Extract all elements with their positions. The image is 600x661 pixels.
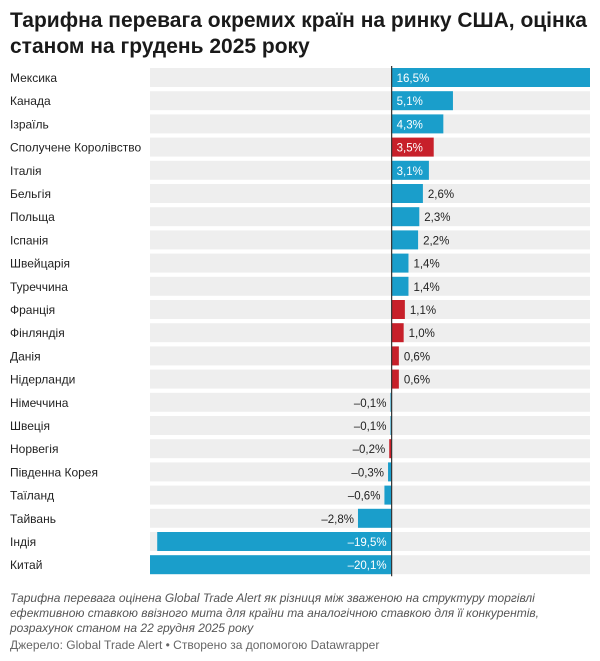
category-label: Нідерланди (10, 373, 75, 387)
bar-track (150, 137, 590, 157)
category-label: Канада (10, 94, 51, 108)
bar-track (150, 462, 590, 482)
category-label: Швеція (10, 419, 50, 433)
category-label: Франція (10, 303, 55, 317)
data-label: 1,1% (410, 305, 436, 317)
bar (391, 346, 399, 366)
bar-track (150, 91, 590, 111)
category-label: Туреччина (10, 280, 68, 294)
bar (384, 485, 392, 505)
data-label: 0,6% (404, 351, 430, 363)
data-label: 3,1% (397, 166, 423, 178)
bar-track (150, 392, 590, 412)
bar-track (150, 230, 590, 250)
bar (391, 184, 423, 203)
category-label: Швейцарія (10, 257, 70, 271)
bar-track (150, 114, 590, 134)
bar-track (150, 253, 590, 273)
category-label: Німеччина (10, 396, 69, 410)
category-label: Індія (10, 535, 36, 549)
category-label: Італія (10, 164, 42, 178)
bar (389, 439, 392, 459)
bar (391, 207, 420, 227)
data-label: –0,2% (353, 444, 386, 456)
data-label: 1,0% (409, 328, 435, 340)
data-label: –0,3% (351, 467, 384, 479)
bar (391, 160, 429, 180)
chart-note: Тарифна перевага оцінена Global Trade Al… (10, 591, 539, 635)
bar (391, 369, 399, 389)
bar-track (150, 323, 590, 343)
data-label: 1,4% (413, 282, 439, 294)
bar (391, 230, 419, 250)
category-label: Тайвань (10, 512, 56, 526)
category-label: Ізраїль (10, 117, 49, 131)
data-label: 4,3% (397, 119, 423, 131)
data-label: 0,6% (404, 375, 430, 387)
category-label: Польща (10, 210, 55, 224)
data-label: 1,4% (413, 259, 439, 271)
category-label: Таїланд (10, 489, 54, 503)
category-label: Данія (10, 349, 41, 363)
category-label: Мексика (10, 71, 57, 85)
bar (391, 253, 409, 273)
bar (391, 114, 444, 134)
data-label: 3,5% (397, 143, 423, 155)
bar-track (150, 369, 590, 389)
bar (391, 137, 434, 157)
data-label: –0,1% (354, 421, 387, 433)
data-label: –0,1% (354, 398, 387, 410)
chart-source: Джерело: Global Trade Alert • Створено з… (10, 638, 380, 652)
bar (391, 300, 405, 319)
category-label: Сполучене Королівство (10, 141, 142, 155)
bar-track (150, 184, 590, 203)
bar-track (150, 300, 590, 319)
bar (388, 462, 392, 482)
data-label: 2,2% (423, 235, 449, 247)
data-label: –19,5% (348, 537, 387, 549)
category-label: Китай (10, 558, 42, 572)
bar (150, 555, 392, 575)
bar-track (150, 485, 590, 505)
bar-track (150, 276, 590, 296)
bar (357, 508, 392, 528)
bar-track (150, 207, 590, 227)
bar-track (150, 439, 590, 459)
bar-track (150, 346, 590, 366)
bar (391, 91, 453, 111)
data-label: –0,6% (348, 491, 381, 503)
chart-title: Тарифна перевага окремих країн на ринку … (10, 9, 587, 58)
bar-chart: Мексика 16,5% Канада 5,1% Ізраїль 4,3% Сполуче… (10, 66, 590, 577)
data-label: –20,1% (348, 560, 387, 572)
bar (391, 276, 409, 296)
category-label: Норвегія (10, 442, 58, 456)
category-label: Бельгія (10, 187, 51, 201)
data-label: 2,6% (428, 189, 454, 201)
category-label: Південна Корея (10, 465, 98, 479)
bar (391, 323, 404, 343)
bar-track (150, 416, 590, 435)
category-label: Іспанія (10, 233, 48, 247)
bar-track (150, 160, 590, 180)
data-label: 2,3% (424, 212, 450, 224)
category-label: Фінляндія (10, 326, 65, 340)
data-label: –2,8% (321, 514, 354, 526)
bar (157, 532, 392, 551)
data-label: 5,1% (397, 96, 423, 108)
data-label: 16,5% (397, 73, 430, 85)
bar (391, 68, 590, 87)
